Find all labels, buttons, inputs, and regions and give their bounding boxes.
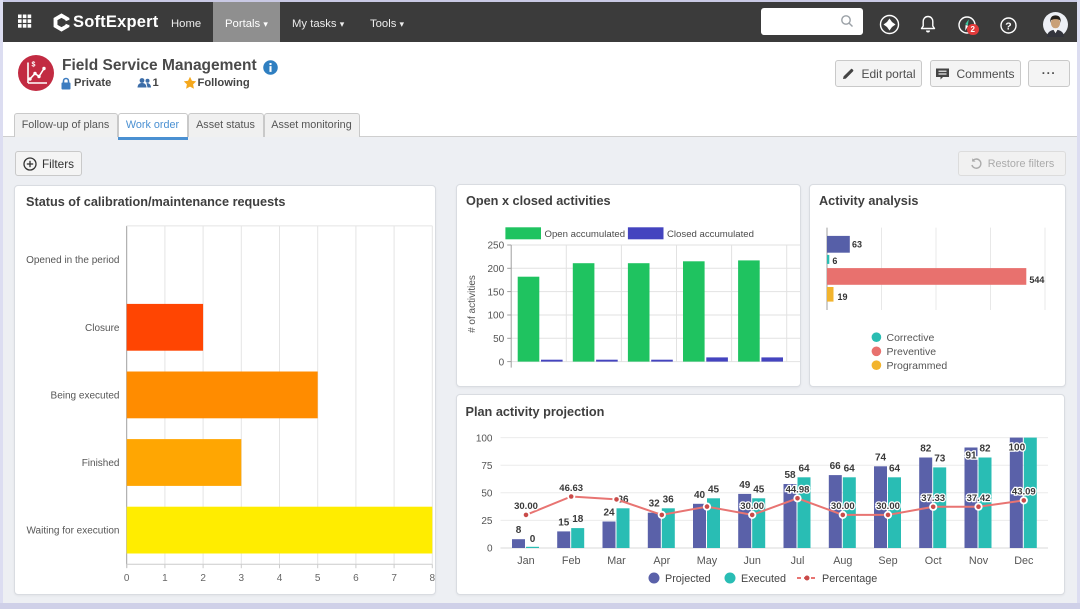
svg-text:74: 74 <box>875 452 887 463</box>
svg-text:6: 6 <box>832 256 837 266</box>
svg-text:?: ? <box>1005 21 1011 33</box>
svg-text:45: 45 <box>708 484 720 495</box>
svg-text:91: 91 <box>965 451 977 462</box>
svg-text:Being executed: Being executed <box>51 390 120 401</box>
svg-text:Nov: Nov <box>969 555 989 567</box>
svg-text:24: 24 <box>603 508 615 519</box>
svg-text:6: 6 <box>353 573 359 584</box>
svg-text:75: 75 <box>481 461 493 472</box>
svg-text:36: 36 <box>617 494 629 505</box>
svg-text:$: $ <box>32 62 36 69</box>
svg-text:43.09: 43.09 <box>1012 487 1036 498</box>
svg-text:82: 82 <box>920 444 932 455</box>
svg-text:Waiting for execution: Waiting for execution <box>26 526 119 537</box>
svg-text:Percentage: Percentage <box>822 573 877 585</box>
svg-text:Executed: Executed <box>741 573 786 585</box>
svg-text:50: 50 <box>493 334 505 345</box>
svg-text:66: 66 <box>830 461 842 472</box>
svg-text:Corrective: Corrective <box>887 332 935 344</box>
svg-text:50: 50 <box>481 489 493 500</box>
svg-text:49: 49 <box>739 480 751 491</box>
svg-text:30.00: 30.00 <box>876 501 900 512</box>
svg-text:Aug: Aug <box>833 555 852 567</box>
svg-text:Sep: Sep <box>878 555 897 567</box>
svg-text:544: 544 <box>1029 275 1044 285</box>
svg-text:Oct: Oct <box>925 555 942 567</box>
svg-text:30.00: 30.00 <box>740 501 764 512</box>
svg-text:Finished: Finished <box>82 458 120 469</box>
svg-text:250: 250 <box>488 241 505 252</box>
svg-text:64: 64 <box>889 463 901 474</box>
svg-text:30.00: 30.00 <box>514 501 538 512</box>
svg-text:8: 8 <box>430 573 436 584</box>
svg-text:Feb: Feb <box>562 555 581 567</box>
svg-text:Jan: Jan <box>517 555 534 567</box>
svg-text:150: 150 <box>488 287 505 298</box>
svg-text:40: 40 <box>694 490 706 501</box>
svg-text:# of activities: # of activities <box>467 275 478 333</box>
svg-text:Projected: Projected <box>665 573 711 585</box>
svg-text:0: 0 <box>124 573 130 584</box>
svg-text:May: May <box>697 555 718 567</box>
svg-text:2: 2 <box>200 573 206 584</box>
svg-text:0: 0 <box>499 357 505 368</box>
svg-text:100: 100 <box>1008 443 1025 454</box>
svg-text:15: 15 <box>558 517 570 528</box>
svg-text:Mar: Mar <box>607 555 626 567</box>
svg-text:63: 63 <box>852 240 862 250</box>
svg-text:32: 32 <box>649 499 661 510</box>
svg-text:Dec: Dec <box>1014 555 1034 567</box>
svg-text:4: 4 <box>277 573 283 584</box>
svg-text:19: 19 <box>837 292 847 302</box>
svg-text:Jul: Jul <box>791 555 805 567</box>
svg-text:36: 36 <box>663 494 675 505</box>
svg-text:Apr: Apr <box>653 555 670 567</box>
svg-text:37.42: 37.42 <box>967 493 991 504</box>
svg-text:5: 5 <box>315 573 321 584</box>
svg-text:7: 7 <box>391 573 397 584</box>
svg-text:1: 1 <box>162 573 168 584</box>
svg-text:Closed accumulated: Closed accumulated <box>667 229 754 240</box>
svg-text:Preventive: Preventive <box>887 346 937 358</box>
svg-text:100: 100 <box>476 433 493 444</box>
svg-text:0: 0 <box>530 534 536 545</box>
svg-text:73: 73 <box>934 453 946 464</box>
svg-text:Jun: Jun <box>743 555 760 567</box>
svg-text:30.00: 30.00 <box>831 501 855 512</box>
svg-text:64: 64 <box>844 463 856 474</box>
svg-text:8: 8 <box>516 525 522 536</box>
svg-text:37.33: 37.33 <box>921 493 945 504</box>
svg-text:64: 64 <box>798 463 810 474</box>
svg-text:Programmed: Programmed <box>887 360 948 372</box>
svg-text:Open accumulated: Open accumulated <box>545 229 626 240</box>
svg-text:45: 45 <box>753 484 765 495</box>
svg-text:25: 25 <box>481 516 493 527</box>
svg-text:3: 3 <box>239 573 245 584</box>
svg-text:44.98: 44.98 <box>786 485 810 496</box>
svg-text:46.63: 46.63 <box>559 483 583 494</box>
svg-text:0: 0 <box>487 544 493 555</box>
svg-text:Closure: Closure <box>85 323 120 334</box>
svg-text:58: 58 <box>784 470 796 481</box>
svg-text:200: 200 <box>488 264 505 275</box>
svg-text:82: 82 <box>979 444 991 455</box>
svg-text:100: 100 <box>488 311 505 322</box>
svg-text:Opened in the period: Opened in the period <box>26 255 119 266</box>
svg-text:18: 18 <box>572 514 584 525</box>
